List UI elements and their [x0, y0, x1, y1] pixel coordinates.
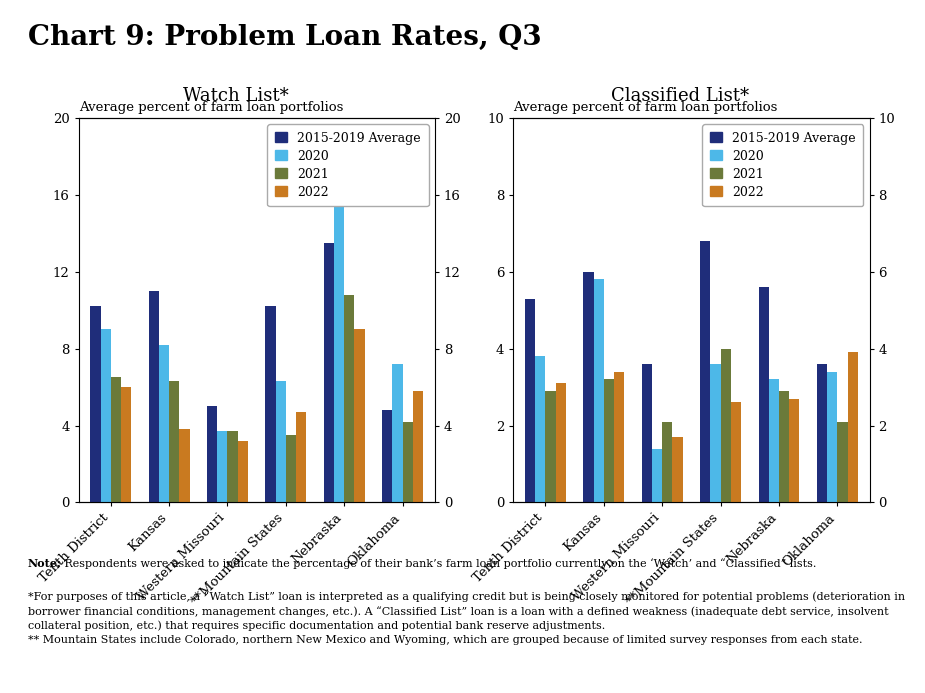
Bar [604, 379, 614, 502]
Bar [276, 381, 286, 502]
Bar [731, 403, 741, 502]
Bar [238, 441, 248, 502]
Text: Chart 9: Problem Loan Rates, Q3: Chart 9: Problem Loan Rates, Q3 [28, 24, 541, 51]
Bar [642, 364, 652, 502]
Text: Watch List*: Watch List* [183, 87, 289, 105]
Text: Classified List*: Classified List* [610, 87, 749, 105]
Bar [286, 435, 296, 502]
Text: Average percent of farm loan portfolios: Average percent of farm loan portfolios [79, 101, 343, 114]
Bar [672, 437, 683, 502]
Bar [779, 391, 789, 502]
Bar [827, 371, 837, 502]
Bar [121, 387, 131, 502]
Bar [207, 406, 217, 502]
Bar [344, 295, 354, 502]
Bar [324, 243, 334, 502]
Text: Respondents were asked to indicate the percentage of their bank’s farm loan port: Respondents were asked to indicate the p… [61, 558, 817, 569]
Bar [700, 241, 710, 502]
Bar [789, 398, 799, 502]
Text: Note:: Note: [28, 558, 62, 569]
Bar [525, 299, 536, 502]
Legend: 2015-2019 Average, 2020, 2021, 2022: 2015-2019 Average, 2020, 2021, 2022 [702, 124, 863, 206]
Bar [217, 431, 228, 502]
Bar [402, 421, 413, 502]
Bar [556, 383, 566, 502]
Bar [159, 344, 169, 502]
Bar [392, 364, 402, 502]
Bar [179, 430, 190, 502]
Bar [413, 391, 423, 502]
Bar [382, 410, 392, 502]
Bar [111, 378, 121, 502]
Bar [101, 329, 111, 502]
Bar [584, 272, 594, 502]
Bar [594, 279, 604, 502]
Bar [536, 356, 546, 502]
Text: Average percent of farm loan portfolios: Average percent of farm loan portfolios [513, 101, 778, 114]
Legend: 2015-2019 Average, 2020, 2021, 2022: 2015-2019 Average, 2020, 2021, 2022 [267, 124, 428, 206]
Bar [817, 364, 827, 502]
Bar [91, 306, 101, 502]
Bar [662, 421, 672, 502]
Bar [228, 431, 238, 502]
Bar [169, 381, 179, 502]
Bar [296, 412, 306, 502]
Bar [721, 349, 731, 502]
Bar [614, 371, 624, 502]
Bar [652, 448, 662, 502]
Bar [265, 306, 276, 502]
Bar [354, 329, 364, 502]
Bar [769, 379, 779, 502]
Bar [149, 291, 159, 502]
Bar [546, 391, 556, 502]
Bar [837, 421, 847, 502]
Text: *For purposes of this article, a “Watch List” loan is interpreted as a qualifyin: *For purposes of this article, a “Watch … [28, 591, 905, 644]
Bar [710, 364, 721, 502]
Bar [334, 199, 344, 502]
Bar [847, 353, 857, 502]
Bar [758, 287, 769, 502]
